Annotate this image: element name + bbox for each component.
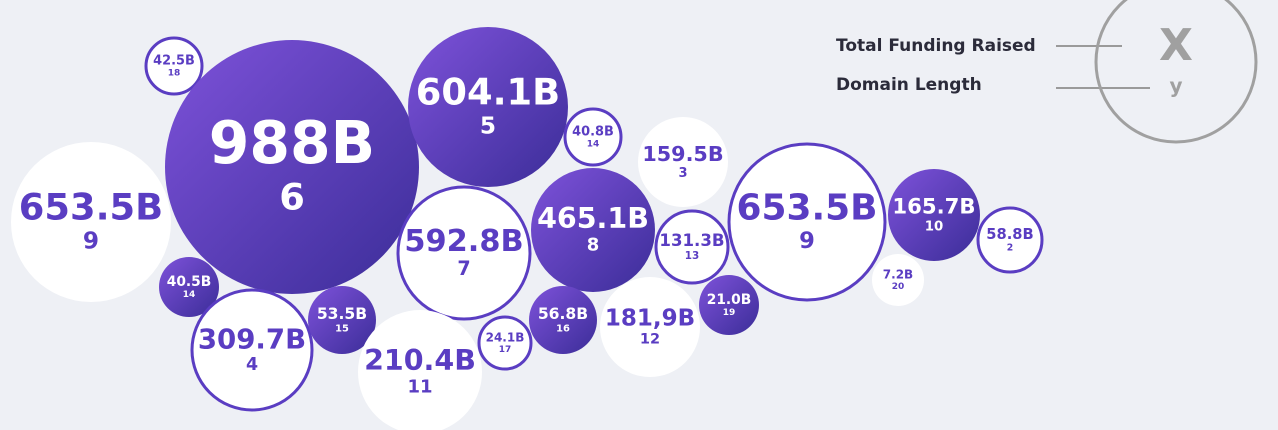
bubble (165, 40, 419, 294)
bubble-value-label: 210.4B (364, 344, 476, 377)
bubble-value-label: 42.5B (153, 54, 195, 69)
bubble-value-label: 653.5B (19, 186, 163, 229)
bubble (638, 117, 728, 207)
bubble-value-label: 24.1B (486, 331, 525, 345)
bubble-value-label: 58.8B (986, 226, 1033, 243)
bubble-length-label: 15 (335, 324, 349, 335)
bubble (563, 107, 623, 167)
bubble (358, 310, 482, 430)
bubble-value-label: 53.5B (317, 305, 367, 323)
legend-length-label: Domain Length (836, 75, 982, 95)
bubble-length-label: 10 (925, 220, 944, 235)
bubble (727, 142, 887, 302)
bubble (600, 277, 700, 377)
bubble-value-label: 7.2B (883, 268, 913, 282)
bubble (11, 142, 171, 302)
bubble-length-label: 5 (480, 113, 496, 140)
bubble-value-label: 181,9B (605, 306, 695, 332)
bubble (308, 286, 376, 354)
legend-circle (1094, 0, 1258, 144)
bubble-value-label: 159.5B (642, 142, 723, 166)
bubble (531, 168, 655, 292)
bubble-value-label: 40.5B (167, 274, 212, 290)
bubble (529, 286, 597, 354)
bubble-length-label: 2 (1007, 243, 1013, 254)
bubble-length-label: 11 (407, 377, 432, 398)
bubble-length-label: 19 (723, 308, 736, 318)
bubble-value-label: 40.8B (572, 125, 614, 140)
bubble-length-label: 16 (556, 324, 570, 335)
bubble-length-label: 14 (587, 140, 600, 150)
bubble-length-label: 12 (640, 332, 660, 348)
bubble-value-label: 21.0B (707, 292, 752, 308)
bubble (408, 27, 568, 187)
bubble-length-label: 3 (678, 166, 687, 181)
bubble (159, 257, 219, 317)
bubble (699, 275, 759, 335)
bubble-value-label: 592.8B (404, 224, 523, 259)
bubble-length-label: 13 (685, 250, 699, 262)
bubble (144, 36, 204, 96)
legend-size-label: Total Funding Raised (836, 36, 1036, 56)
bubble-length-label: 4 (246, 355, 258, 375)
bubble-length-label: 17 (499, 345, 512, 355)
bubble-value-label: 309.7B (198, 322, 306, 355)
bubble-length-label: 9 (799, 228, 815, 254)
bubble-value-label: 131.3B (659, 231, 724, 250)
legend-x-symbol: X (1159, 20, 1193, 71)
bubble-value-label: 653.5B (737, 188, 878, 229)
bubble (654, 209, 730, 285)
bubble-length-label: 9 (83, 228, 99, 255)
bubble-length-label: 7 (457, 257, 470, 280)
bubble-length-label: 18 (168, 69, 181, 79)
bubble-length-label: 20 (892, 282, 905, 292)
bubble-length-label: 6 (279, 176, 305, 219)
bubble (396, 185, 532, 321)
bubble (190, 288, 314, 412)
bubble-length-label: 14 (183, 290, 196, 300)
bubble-value-label: 165.7B (892, 194, 975, 219)
bubble-value-label: 56.8B (538, 305, 588, 323)
bubble-value-label: 465.1B (537, 202, 649, 235)
bubble (976, 206, 1044, 274)
legend: Total Funding Raised Domain Length X y (836, 0, 1258, 144)
bubble (872, 254, 924, 306)
bubble (477, 315, 533, 371)
bubble-value-label: 604.1B (416, 71, 560, 114)
legend-y-symbol: y (1169, 74, 1182, 98)
bubble (888, 169, 980, 261)
bubble-length-label: 8 (587, 235, 600, 256)
bubble-value-label: 988B (209, 109, 375, 177)
